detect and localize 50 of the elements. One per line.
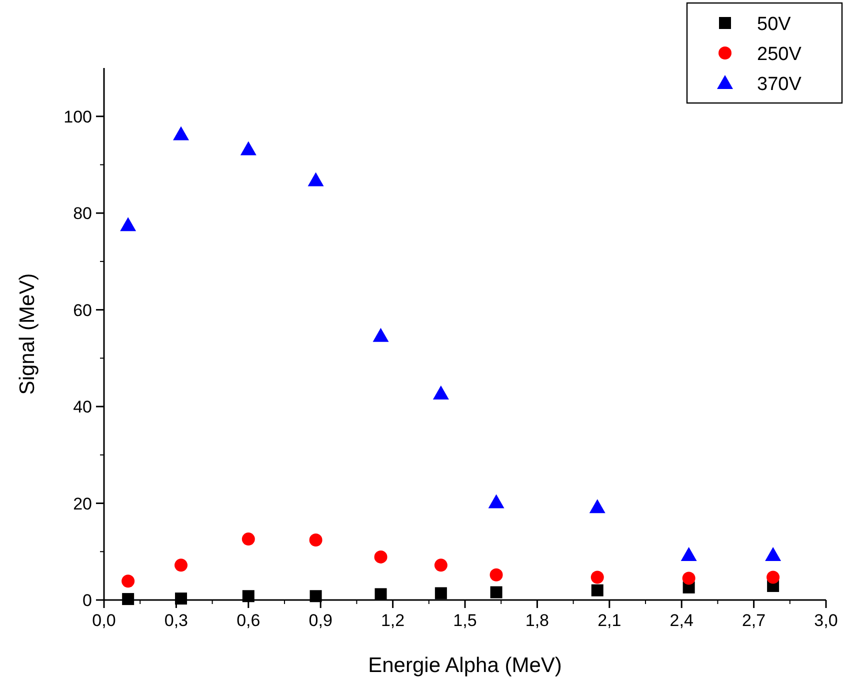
point [590,570,604,584]
point [308,172,324,186]
point [682,572,696,585]
x-tick-label: 0,9 [308,611,332,630]
point [432,385,449,400]
point [122,574,135,588]
point [374,588,387,600]
point [240,141,256,156]
y-tick-label: 80 [73,204,92,224]
x-tick-label: 1,5 [453,611,477,630]
x-tick-label: 0,3 [164,611,188,630]
point [488,494,504,508]
y-tick-label: 0 [82,591,92,610]
x-tick-label: 1,8 [525,611,550,630]
point [374,550,388,564]
y-tick-label: 60 [73,300,92,320]
point [490,568,503,582]
point [242,590,254,602]
point [242,532,255,546]
point [310,590,322,602]
x-tick-label: 2,4 [670,611,694,630]
point [434,587,447,600]
point [434,558,448,572]
point [372,328,389,342]
x-axis-title: Energie Alpha (MeV) [368,654,562,677]
y-tick-label: 100 [64,107,92,126]
y-axis-title: Signal (MeV) [16,273,39,395]
point [120,217,136,232]
y-tick-label: 20 [73,494,92,514]
point [589,499,606,514]
point [680,547,697,562]
legend-label: 250V [757,44,802,65]
point [591,584,604,596]
legend-label: 370V [757,74,802,95]
point [490,586,502,598]
point [173,126,190,140]
x-tick-label: 2,1 [598,611,622,630]
x-tick-label: 0,0 [92,611,116,630]
point [766,570,780,584]
legend-label: 50V [757,14,792,35]
point [765,547,782,562]
point [174,558,188,572]
x-tick-label: 1,2 [380,611,405,630]
x-tick-label: 2,7 [742,611,766,630]
x-tick-label: 3,0 [814,611,838,630]
point [175,592,188,605]
point [122,593,134,606]
y-tick-label: 40 [73,398,92,417]
x-tick-label: 0,6 [236,611,260,630]
point [309,534,322,547]
